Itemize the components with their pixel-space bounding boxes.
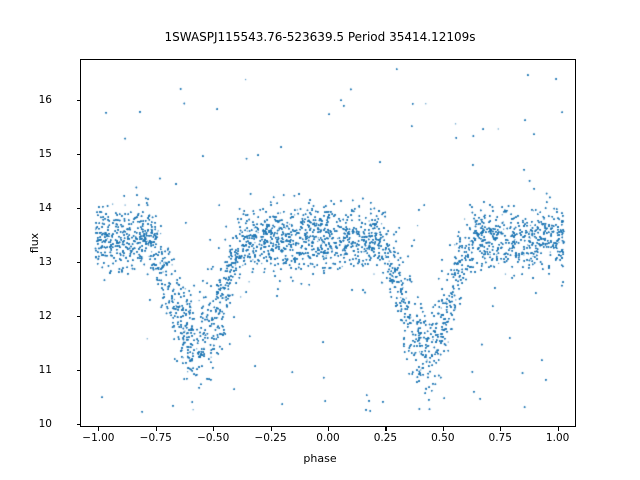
y-tick-mark bbox=[76, 99, 80, 101]
y-tick-label: 15 bbox=[38, 147, 52, 160]
x-tick-label: −1.00 bbox=[82, 432, 115, 444]
x-tick-label: 0.50 bbox=[431, 432, 455, 444]
x-tick-label: 0.75 bbox=[488, 432, 512, 444]
y-tick-label: 10 bbox=[38, 418, 52, 431]
y-tick-mark bbox=[76, 424, 80, 426]
y-tick-label: 13 bbox=[38, 255, 52, 268]
x-tick-mark bbox=[270, 427, 272, 431]
y-tick-label: 12 bbox=[38, 310, 52, 323]
y-tick-mark bbox=[76, 153, 80, 155]
y-tick-label: 14 bbox=[38, 201, 52, 214]
x-tick-mark bbox=[328, 427, 330, 431]
x-tick-label: 0.00 bbox=[316, 432, 340, 444]
x-tick-label: −0.75 bbox=[139, 432, 172, 444]
y-tick-label: 11 bbox=[38, 364, 52, 377]
x-tick-label: −0.25 bbox=[254, 432, 287, 444]
x-tick-mark bbox=[557, 427, 559, 431]
x-axis-label: phase bbox=[303, 452, 337, 465]
x-tick-mark bbox=[155, 427, 157, 431]
y-tick-mark bbox=[76, 316, 80, 318]
y-tick-label: 16 bbox=[38, 93, 52, 106]
x-tick-label: 1.00 bbox=[545, 432, 570, 444]
x-tick-mark bbox=[442, 427, 444, 431]
x-tick-label: −0.50 bbox=[197, 432, 230, 444]
y-tick-mark bbox=[76, 261, 80, 264]
chart-title: 1SWASPJ115543.76-523639.5 Period 35414.1… bbox=[164, 30, 476, 44]
x-tick-mark bbox=[98, 427, 100, 431]
x-tick-mark bbox=[213, 427, 215, 431]
plot-axes bbox=[80, 59, 576, 427]
x-tick-label: 0.25 bbox=[373, 432, 398, 444]
x-tick-mark bbox=[500, 427, 502, 431]
x-tick-mark bbox=[385, 427, 387, 431]
y-tick-mark bbox=[76, 370, 80, 372]
y-axis-label: flux bbox=[28, 232, 41, 254]
y-tick-mark bbox=[76, 207, 80, 209]
scatter-plot-area bbox=[81, 60, 575, 426]
